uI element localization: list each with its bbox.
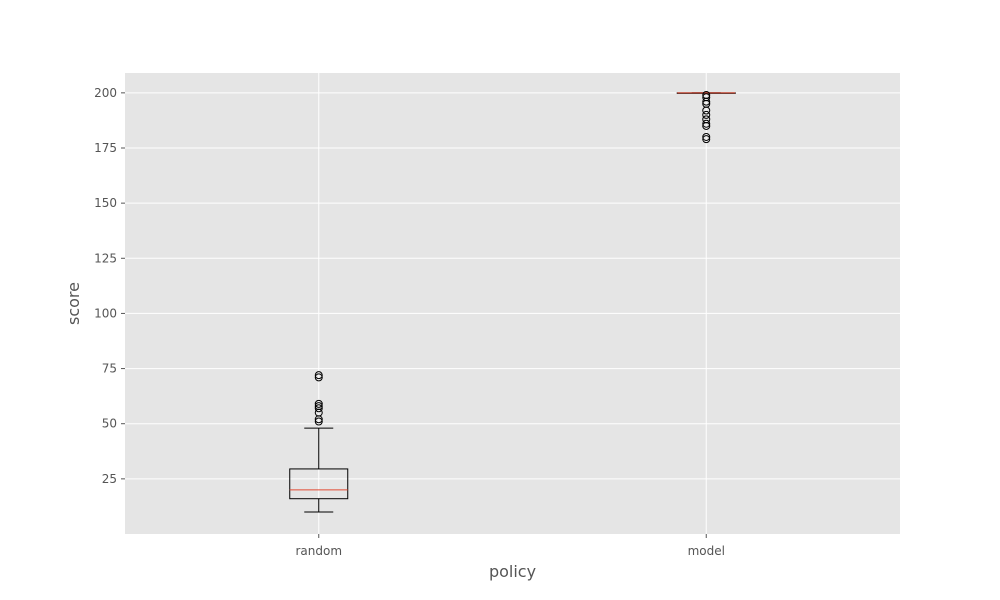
- outlier-point: [314, 399, 323, 408]
- outlier-point: [314, 402, 323, 411]
- x-axis-ticks: random model: [295, 534, 725, 558]
- outlier-point: [314, 371, 323, 380]
- y-axis-ticks: 25 50 75 100 125 150 175 200: [94, 86, 125, 486]
- y-tick-label: 125: [94, 251, 117, 265]
- y-tick-label: 200: [94, 86, 117, 100]
- x-tick-label: random: [295, 544, 342, 558]
- box-random: [289, 371, 349, 513]
- outlier-point: [702, 93, 711, 102]
- boxes: [289, 91, 736, 513]
- outlier-point: [702, 91, 711, 100]
- grid-lines: [125, 73, 900, 534]
- x-tick-label: model: [688, 544, 725, 558]
- y-tick-label: 175: [94, 141, 117, 155]
- box-model: [676, 91, 736, 144]
- x-axis-label: policy: [489, 562, 536, 581]
- outlier-point: [702, 119, 711, 128]
- outlier-point: [702, 110, 711, 119]
- y-axis-label: score: [64, 282, 83, 325]
- y-tick-label: 50: [102, 417, 117, 431]
- outlier-point: [702, 132, 711, 141]
- outlier-point: [314, 373, 323, 382]
- y-tick-label: 100: [94, 306, 117, 320]
- y-tick-label: 75: [102, 362, 117, 376]
- y-tick-label: 25: [102, 472, 117, 486]
- outlier-point: [314, 417, 323, 426]
- box-iqr: [289, 468, 349, 500]
- outlier-point: [314, 404, 323, 413]
- outlier-point: [702, 115, 711, 124]
- plot-area: [125, 73, 900, 534]
- outlier-point: [702, 135, 711, 144]
- y-tick-label: 150: [94, 196, 117, 210]
